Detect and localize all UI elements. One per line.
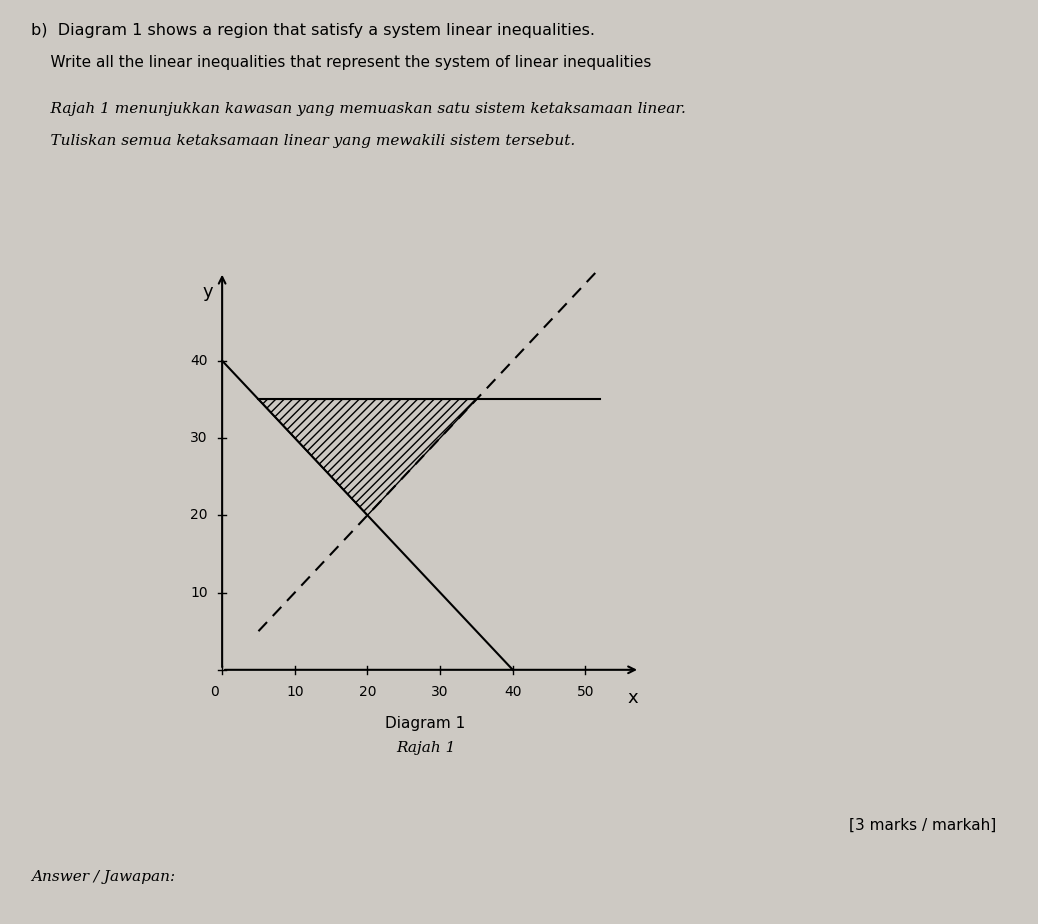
Text: 20: 20 bbox=[359, 686, 376, 699]
Text: 50: 50 bbox=[577, 686, 594, 699]
Text: Rajah 1 menunjukkan kawasan yang memuaskan satu sistem ketaksamaan linear.: Rajah 1 menunjukkan kawasan yang memuask… bbox=[31, 102, 686, 116]
Text: 20: 20 bbox=[190, 508, 208, 522]
Text: 30: 30 bbox=[190, 431, 208, 445]
Text: 30: 30 bbox=[432, 686, 448, 699]
Text: Write all the linear inequalities that represent the system of linear inequaliti: Write all the linear inequalities that r… bbox=[31, 55, 652, 70]
Text: 0: 0 bbox=[211, 686, 219, 699]
Text: x: x bbox=[627, 689, 638, 707]
Text: 10: 10 bbox=[190, 586, 208, 600]
Text: Rajah 1: Rajah 1 bbox=[395, 741, 456, 755]
Text: 10: 10 bbox=[286, 686, 303, 699]
Text: y: y bbox=[202, 284, 213, 301]
Text: [3 marks / markah]: [3 marks / markah] bbox=[849, 818, 996, 833]
Text: 40: 40 bbox=[504, 686, 521, 699]
Text: Answer / Jawapan:: Answer / Jawapan: bbox=[31, 870, 175, 884]
Text: b)  Diagram 1 shows a region that satisfy a system linear inequalities.: b) Diagram 1 shows a region that satisfy… bbox=[31, 23, 595, 38]
Text: 40: 40 bbox=[190, 354, 208, 368]
Text: Diagram 1: Diagram 1 bbox=[385, 716, 466, 731]
Text: Tuliskan semua ketaksamaan linear yang mewakili sistem tersebut.: Tuliskan semua ketaksamaan linear yang m… bbox=[31, 134, 575, 148]
